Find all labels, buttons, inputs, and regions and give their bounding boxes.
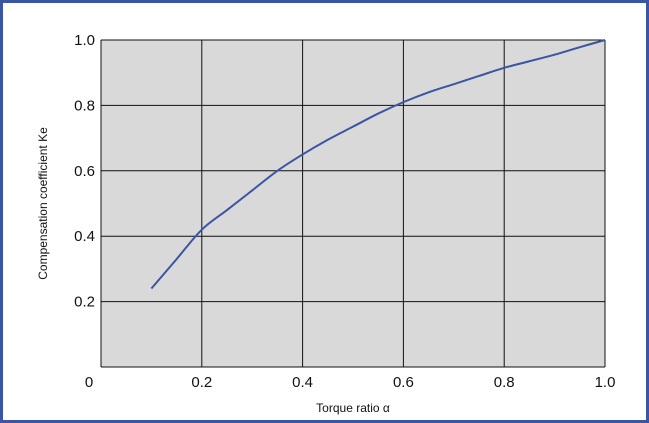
y-axis-label: Compensation coefficient Ke	[36, 127, 50, 280]
x-tick-label: 0.6	[393, 374, 414, 391]
x-tick-label: 0	[85, 374, 93, 391]
x-tick-label: 1.0	[595, 374, 616, 391]
x-tick-label: 0.2	[191, 374, 212, 391]
y-tick-label: 0.2	[74, 294, 95, 311]
y-tick-label: 1.0	[74, 32, 95, 49]
y-tick-label: 0.4	[74, 228, 95, 245]
x-axis-label: Torque ratio α	[316, 401, 390, 415]
plot-background	[101, 40, 605, 367]
grid-lines	[100, 39, 606, 368]
y-tick-labels: 0.2 0.4 0.6 0.8 1.0	[74, 32, 95, 311]
x-tick-label: 0.4	[292, 374, 313, 391]
y-tick-label: 0.8	[74, 97, 95, 114]
series-line	[150, 39, 606, 290]
y-tick-label: 0.6	[74, 163, 95, 180]
x-tick-label: 0.8	[494, 374, 515, 391]
x-tick-labels: 0 0.2 0.4 0.6 0.8 1.0	[85, 374, 616, 391]
